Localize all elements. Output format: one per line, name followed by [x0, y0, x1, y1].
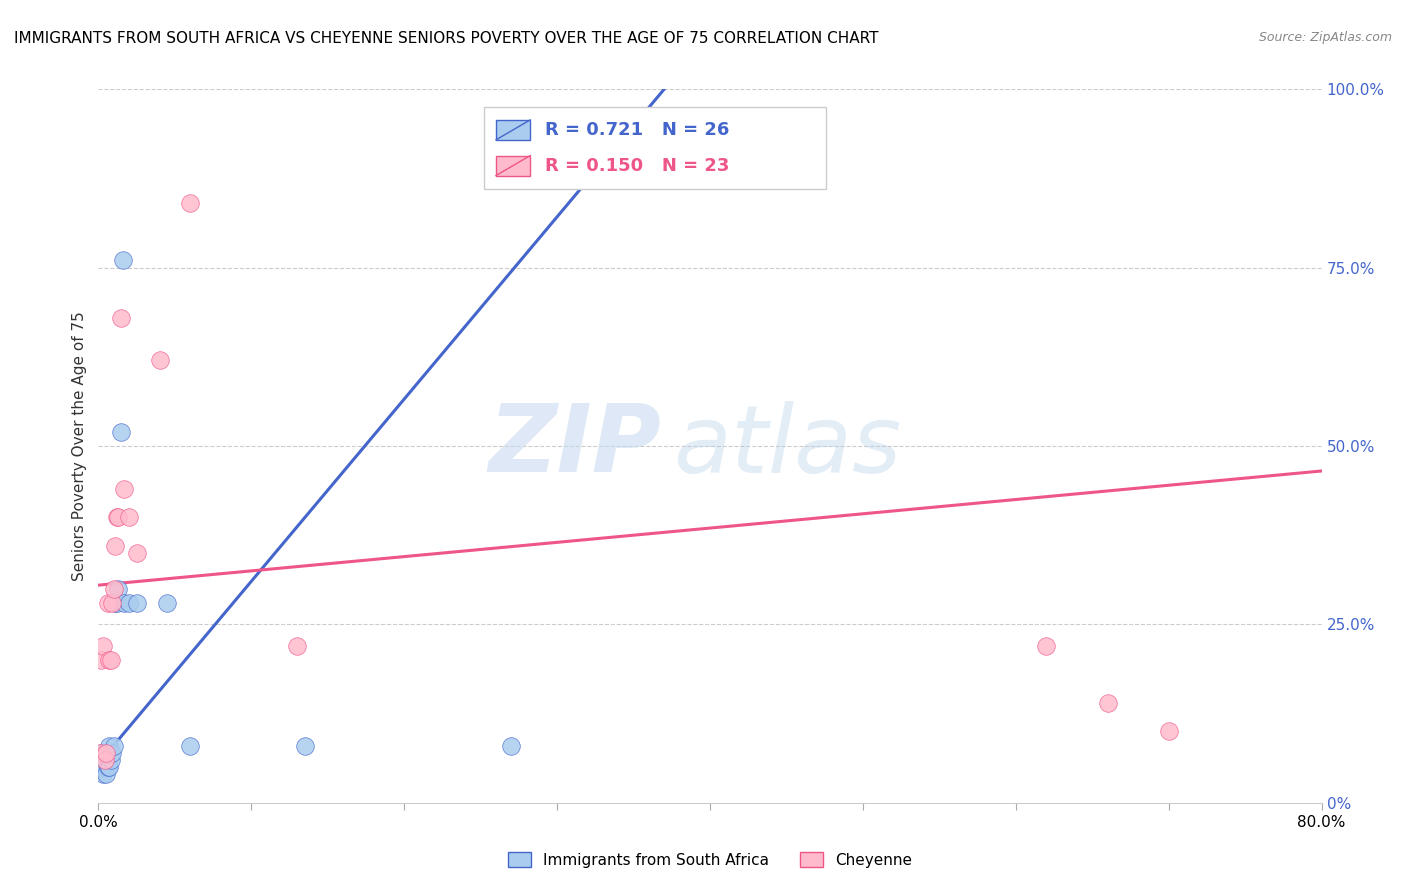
Point — [90, 746, 112, 760]
Point — [104, 596, 127, 610]
Point — [97, 760, 120, 774]
Point — [93, 753, 115, 767]
Point — [179, 739, 201, 753]
Point — [91, 760, 114, 774]
FancyBboxPatch shape — [484, 107, 827, 189]
Point — [97, 596, 120, 610]
Point — [105, 596, 128, 610]
Y-axis label: Seniors Poverty Over the Age of 75: Seniors Poverty Over the Age of 75 — [72, 311, 87, 581]
Point — [89, 746, 111, 760]
Point — [90, 653, 112, 667]
Legend: Immigrants from South Africa, Cheyenne: Immigrants from South Africa, Cheyenne — [502, 846, 918, 873]
Point — [98, 653, 121, 667]
Point — [98, 760, 121, 774]
Text: atlas: atlas — [673, 401, 901, 491]
Point — [107, 510, 129, 524]
Point — [93, 753, 115, 767]
Point — [111, 253, 134, 268]
Point — [89, 760, 111, 774]
Point — [90, 753, 112, 767]
Point — [294, 739, 316, 753]
Text: ZIP: ZIP — [488, 400, 661, 492]
FancyBboxPatch shape — [496, 155, 530, 176]
Point — [91, 639, 114, 653]
Point — [103, 739, 125, 753]
Point — [1157, 724, 1180, 739]
Point — [98, 739, 121, 753]
Point — [285, 639, 308, 653]
Point — [100, 753, 122, 767]
Point — [118, 596, 141, 610]
Point — [156, 596, 179, 610]
Point — [118, 510, 141, 524]
Point — [105, 510, 128, 524]
FancyBboxPatch shape — [496, 120, 530, 140]
Point — [501, 739, 523, 753]
Point — [94, 767, 117, 781]
Point — [112, 596, 135, 610]
Point — [103, 582, 125, 596]
Point — [179, 196, 201, 211]
Point — [110, 425, 132, 439]
Point — [125, 596, 148, 610]
Point — [110, 310, 132, 325]
Text: Source: ZipAtlas.com: Source: ZipAtlas.com — [1258, 31, 1392, 45]
Point — [149, 353, 172, 368]
Text: IMMIGRANTS FROM SOUTH AFRICA VS CHEYENNE SENIORS POVERTY OVER THE AGE OF 75 CORR: IMMIGRANTS FROM SOUTH AFRICA VS CHEYENNE… — [14, 31, 879, 46]
Point — [94, 746, 117, 760]
Point — [100, 653, 122, 667]
Point — [125, 546, 148, 560]
Point — [1097, 696, 1119, 710]
Point — [104, 539, 127, 553]
Point — [1035, 639, 1057, 653]
Text: R = 0.150   N = 23: R = 0.150 N = 23 — [546, 157, 730, 175]
Point — [91, 767, 114, 781]
Point — [101, 596, 124, 610]
Text: R = 0.721   N = 26: R = 0.721 N = 26 — [546, 121, 730, 139]
Point — [94, 746, 117, 760]
Point — [112, 482, 135, 496]
Point — [107, 582, 129, 596]
Point — [101, 746, 124, 760]
